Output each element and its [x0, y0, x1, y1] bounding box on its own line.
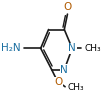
- Text: O: O: [63, 2, 72, 12]
- Text: CH₃: CH₃: [84, 44, 101, 53]
- Text: O: O: [54, 77, 62, 87]
- Text: N: N: [60, 65, 68, 75]
- Text: N: N: [68, 43, 76, 53]
- Text: CH₃: CH₃: [67, 83, 84, 92]
- Text: H₂N: H₂N: [1, 43, 21, 53]
